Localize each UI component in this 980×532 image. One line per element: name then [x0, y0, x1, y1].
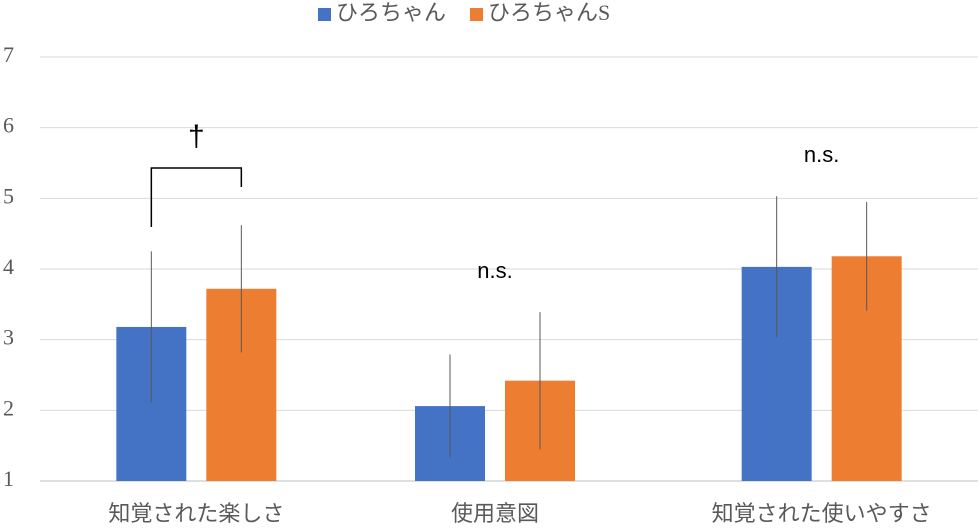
y-tick-label: 1	[3, 466, 14, 491]
x-tick-label: 知覚された楽しさ	[108, 501, 284, 526]
annotation: †	[188, 120, 205, 153]
y-tick-label: 6	[3, 113, 14, 138]
significance-bracket	[150, 167, 243, 227]
legend-swatch	[470, 8, 484, 21]
annotation: n.s.	[477, 258, 512, 283]
y-tick-label: 2	[3, 395, 14, 420]
x-tick-label: 使用意図	[451, 501, 539, 526]
legend-label: ひろちゃんS	[488, 0, 610, 25]
x-tick-label: 知覚された使いやすさ	[712, 501, 932, 526]
annotation: n.s.	[804, 142, 839, 167]
legend-swatch	[318, 8, 331, 21]
y-tick-label: 4	[3, 254, 14, 279]
legend-label: ひろちゃん	[336, 0, 446, 25]
y-tick-label: 7	[3, 42, 14, 67]
y-tick-label: 5	[3, 183, 14, 208]
y-tick-label: 3	[3, 325, 14, 350]
